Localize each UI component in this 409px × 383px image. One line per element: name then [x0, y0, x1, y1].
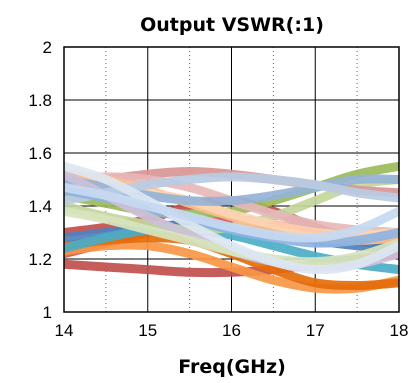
y-tick-label: 1.4 — [28, 197, 52, 216]
series-line-20 — [64, 182, 399, 243]
x-tick-label: 17 — [306, 321, 325, 340]
x-tick-label: 18 — [390, 321, 409, 340]
y-tick-label: 2 — [43, 38, 52, 57]
series-line-15 — [64, 172, 399, 206]
y-tick-label: 1.6 — [28, 144, 52, 163]
x-tick-label: 14 — [55, 321, 74, 340]
series-line-18 — [64, 206, 399, 267]
x-tick-labels: 14 15 16 17 18 — [55, 321, 409, 340]
chart-title: Output VSWR(:1) — [140, 14, 324, 36]
y-tick-label: 1.8 — [28, 91, 52, 110]
x-tick-label: 16 — [222, 321, 241, 340]
y-tick-labels: 1 1.2 1.4 1.6 1.8 2 — [28, 38, 52, 322]
plot-frame — [63, 46, 400, 313]
x-axis-label: Freq(GHz) — [178, 356, 286, 378]
x-tick-label: 15 — [138, 321, 157, 340]
y-tick-label: 1 — [43, 303, 52, 322]
y-tick-label: 1.2 — [28, 250, 52, 269]
series-line-19 — [64, 161, 399, 275]
series-layer — [64, 161, 399, 294]
